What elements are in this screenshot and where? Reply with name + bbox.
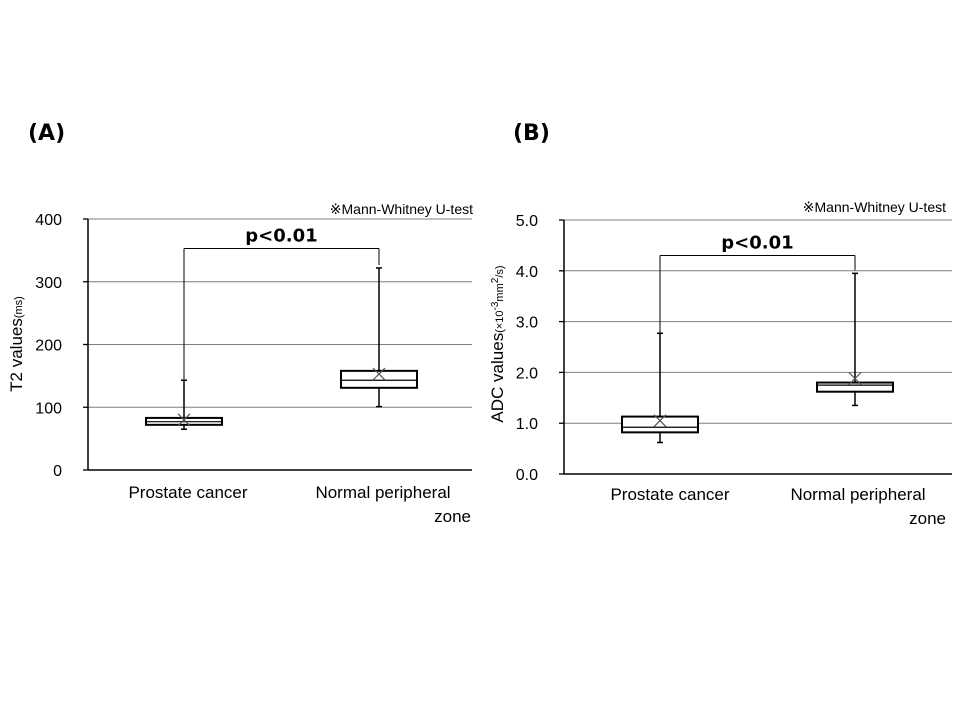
y-axis-label-main: ADC values [488,333,507,423]
p-value-label: p<0.01 [721,233,793,254]
category-label: zone [909,509,946,528]
box-iqr [621,415,699,434]
y-axis-unit: mm [494,283,506,301]
mean-marker [372,367,386,381]
panel-label: (A) [28,121,65,146]
y-axis-label-main: T2 values [7,318,26,392]
chart-panel-a: (A) 0 100 200 300 400 ※Mann-Whitney U-test T2 v… [7,121,473,526]
mean-marker [848,372,862,385]
y-tick-label: 300 [35,275,62,292]
y-axis-label: T2 values(ms) [7,296,26,392]
y-tick-label: 0 [53,463,62,480]
y-tick-label: 0.0 [516,467,538,484]
y-axis-unit-exponent: -3 [490,301,501,310]
p-value-label: p<0.01 [245,225,317,246]
box-normal-peripheral-zone [340,267,418,408]
y-tick-label: 400 [35,212,62,229]
box-iqr [340,369,418,389]
significance-bracket [659,255,856,334]
test-note: ※Mann-Whitney U-test [803,199,946,215]
mean-marker [177,413,191,427]
y-tick-label: 5.0 [516,213,538,230]
y-axis-label: ADC values(×10-3mm2/s) [488,265,507,422]
panel-label: (B) [513,121,550,146]
y-tick-label: 4.0 [516,264,538,281]
box-prostate-cancer [145,379,223,430]
category-label: Prostate cancer [128,483,247,502]
box-normal-peripheral-zone [816,272,894,407]
mean-marker [653,414,667,428]
box-prostate-cancer [621,332,699,444]
box-iqr [816,381,894,393]
category-label: Prostate cancer [610,485,729,504]
y-tick-label: 100 [35,400,62,417]
test-note: ※Mann-Whitney U-test [330,201,473,217]
y-axis-unit-exponent: 2 [490,277,501,283]
y-axis-unit: (ms) [13,296,25,318]
significance-bracket [183,247,380,381]
y-axis-unit: /s) [494,265,506,277]
y-axis-unit: (×10 [494,310,506,332]
y-tick-label: 3.0 [516,315,538,332]
y-tick-label: 2.0 [516,365,538,382]
y-tick-label: 200 [35,338,62,355]
chart-panel-b: (B) 0.0 1.0 2.0 3.0 4.0 5.0 ※Mann-Whitney U-tes… [488,121,952,528]
y-tick-label: 1.0 [516,416,538,433]
category-label: Normal peripheral [790,485,925,504]
category-label: Normal peripheral [315,483,450,502]
category-label: zone [434,507,471,526]
